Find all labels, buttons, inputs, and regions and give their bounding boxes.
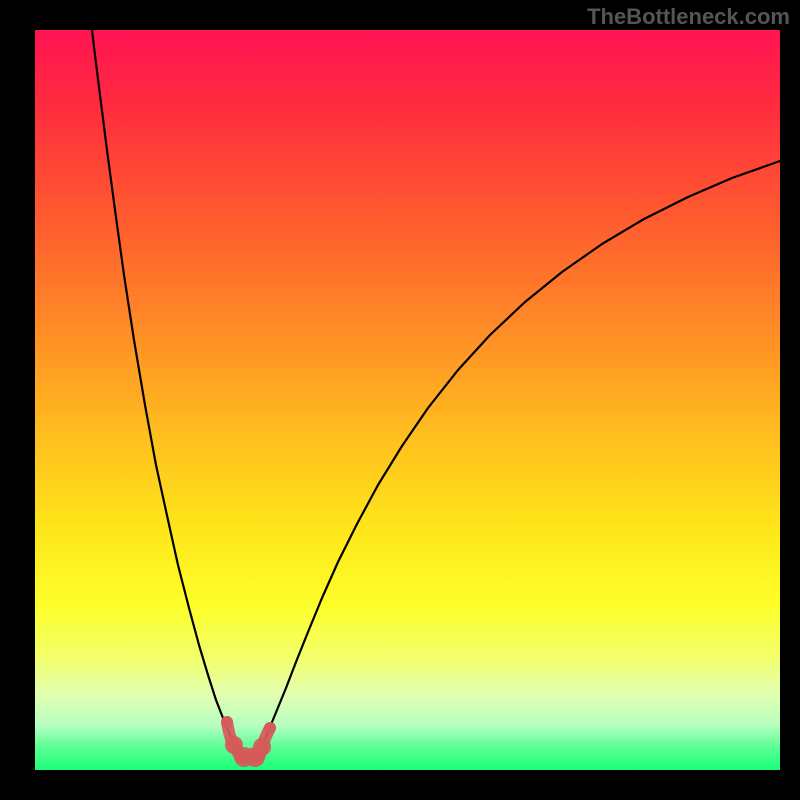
chart-frame: TheBottleneck.com xyxy=(0,0,800,800)
watermark-text: TheBottleneck.com xyxy=(587,4,790,30)
plot-background xyxy=(35,30,780,770)
bottleneck-curve-chart xyxy=(0,0,800,800)
